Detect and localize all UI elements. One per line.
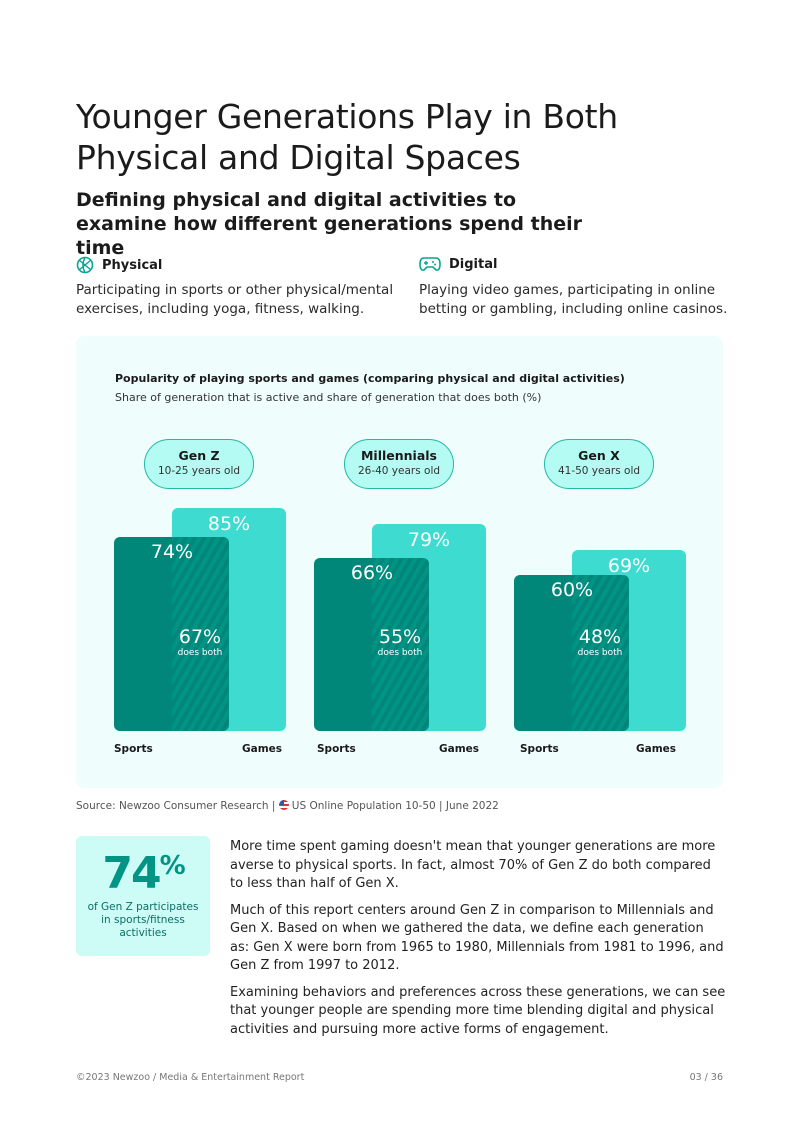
x-label-sports: Sports	[520, 743, 559, 755]
page-title: Younger Generations Play in Both Physica…	[76, 97, 618, 177]
generation-age: 41-50 years old	[557, 465, 641, 477]
footer-copyright: ©2023 Newzoo / Media & Entertainment Rep…	[76, 1072, 305, 1083]
both-value: 67% does both	[177, 626, 223, 658]
sports-value: 60%	[550, 579, 594, 602]
chart-title: Popularity of playing sports and games (…	[115, 372, 625, 385]
paragraph: Much of this report centers around Gen Z…	[230, 902, 724, 974]
games-value: 79%	[407, 529, 451, 552]
generation-name: Gen X	[578, 448, 620, 463]
basketball-icon	[76, 256, 94, 274]
games-value: 69%	[607, 555, 651, 578]
x-label-games: Games	[242, 743, 283, 755]
overlap-both-bar	[172, 537, 229, 731]
gamepad-icon	[419, 257, 441, 271]
generation-pill: Millennials 26-40 years old	[344, 439, 454, 489]
paragraph: More time spent gaming doesn't mean that…	[230, 839, 716, 891]
physical-description: Participating in sports or other physica…	[76, 282, 394, 317]
stat-callout: 74% of Gen Z participates in sports/fitn…	[76, 836, 210, 956]
both-value: 48% does both	[577, 626, 623, 658]
source-note: Source: Newzoo Consumer Research | US On…	[76, 800, 499, 812]
x-label-sports: Sports	[317, 743, 356, 755]
generation-age: 26-40 years old	[357, 465, 441, 477]
physical-heading: Physical	[76, 256, 162, 274]
source-population: US Online Population 10-50 | June 2022	[291, 800, 499, 812]
us-flag-icon	[278, 800, 289, 810]
x-label-games: Games	[636, 743, 677, 755]
digital-heading: Digital	[419, 256, 497, 272]
page-subtitle: Defining physical and digital activities…	[76, 189, 583, 259]
stat-label: of Gen Z participates in sports/fitness …	[87, 901, 199, 939]
generation-age: 10-25 years old	[157, 465, 241, 477]
body-text: More time spent gaming doesn't mean that…	[230, 838, 726, 1047]
generation-name: Gen Z	[178, 448, 220, 463]
stat-value: 74%	[102, 848, 185, 899]
digital-label: Digital	[449, 256, 498, 272]
games-value: 85%	[207, 513, 251, 536]
paragraph: Examining behaviors and preferences acro…	[230, 984, 726, 1037]
both-value: 55% does both	[377, 626, 423, 658]
overlap-both-bar	[572, 575, 629, 731]
physical-label: Physical	[102, 257, 163, 273]
sports-value: 66%	[350, 562, 394, 585]
chart-subtitle: Share of generation that is active and s…	[115, 391, 542, 404]
generation-name: Millennials	[360, 448, 437, 463]
generation-pill: Gen X 41-50 years old	[544, 439, 654, 489]
overlap-both-bar	[372, 558, 429, 731]
digital-description: Playing video games, participating in on…	[419, 282, 728, 317]
source-text: Source: Newzoo Consumer Research |	[76, 800, 279, 812]
sports-value: 74%	[150, 541, 194, 564]
generation-pill: Gen Z 10-25 years old	[144, 439, 254, 489]
x-label-sports: Sports	[114, 743, 153, 755]
x-label-games: Games	[439, 743, 480, 755]
page-number: 03 / 36	[689, 1072, 723, 1083]
